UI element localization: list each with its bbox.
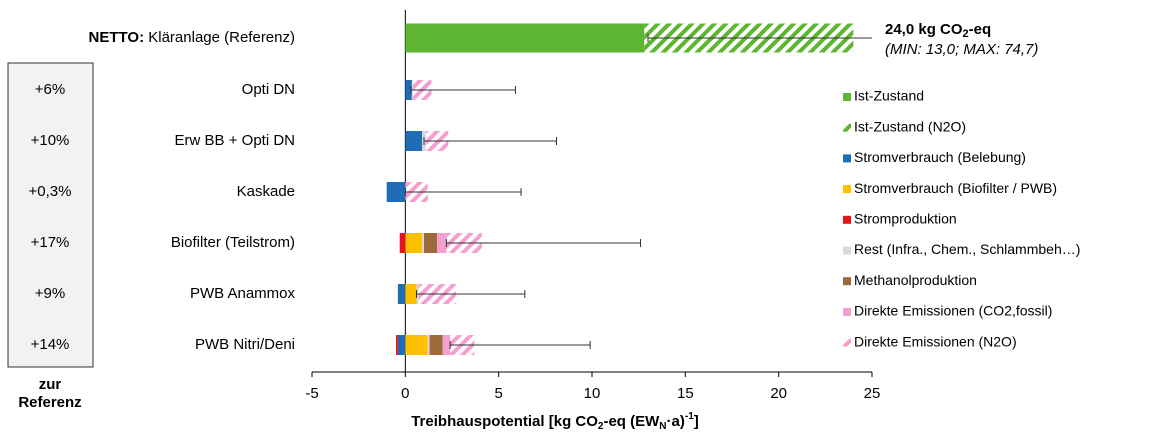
x-tick-label: 5 (494, 385, 502, 402)
legend-label: Rest (Infra., Chem., Schlammbeh…) (854, 241, 1080, 257)
bar-segment (442, 335, 451, 355)
x-tick-label: 10 (584, 385, 601, 402)
category-text: Kaskade (237, 183, 295, 200)
category-prefix: NETTO: (89, 29, 145, 46)
bar-segment (405, 23, 645, 53)
plot-area (386, 23, 872, 355)
legend-label: Stromverbrauch (Biofilter / PWB) (854, 180, 1057, 196)
bar-segment (405, 335, 428, 355)
bar-segment (427, 335, 430, 355)
x-tick-label: 0 (401, 385, 409, 402)
x-label-part: -eq (EW (603, 413, 660, 430)
total-annotation: 24,0 kg CO2-eq (885, 21, 991, 40)
x-label-part: -1 (685, 411, 694, 422)
relative-label: +0,3% (29, 183, 72, 200)
x-axis-label: Treibhauspotential [kg CO2-eq (EWN·a)-1] (411, 411, 699, 432)
legend-swatch (843, 123, 851, 132)
category-label: Biofilter (Teilstrom) (171, 234, 295, 251)
x-tick-label: -5 (305, 385, 318, 402)
legend-label: Direkte Emissionen (CO2,fossil) (854, 303, 1052, 319)
legend-label: Direkte Emissionen (N2O) (854, 333, 1017, 349)
bar-segment (424, 233, 438, 253)
category-label: PWB Nitri/Deni (195, 336, 295, 353)
legend-swatch (843, 246, 851, 255)
legend-swatch (843, 277, 851, 286)
legend-swatch (843, 154, 851, 163)
bar-segment (396, 335, 398, 355)
relative-caption: Referenz (18, 394, 81, 411)
category-label: PWB Anammox (190, 285, 296, 302)
bar-segment (405, 131, 423, 151)
x-tick-label: 20 (770, 385, 787, 402)
bar-segment (397, 335, 406, 355)
category-text: PWB Anammox (190, 285, 296, 302)
category-text: Erw BB + Opti DN (175, 132, 295, 149)
bar-segment (397, 284, 406, 304)
legend-label: Methanolproduktion (854, 272, 977, 288)
legend-label: Ist-Zustand (N2O) (854, 118, 966, 134)
category-text: PWB Nitri/Deni (195, 336, 295, 353)
legend-swatch (843, 215, 851, 224)
legend-swatch (843, 185, 851, 194)
relative-label: +10% (31, 132, 70, 149)
x-label-part: Treibhauspotential [kg CO (411, 413, 598, 430)
category-label: Erw BB + Opti DN (175, 132, 295, 149)
bar-segment (422, 233, 424, 253)
category-text: Opti DN (242, 81, 295, 98)
annotation-part: -eq (969, 21, 992, 38)
relative-caption: zur (39, 376, 62, 393)
bar-segment (386, 182, 406, 202)
legend-label: Ist-Zustand (854, 88, 924, 104)
bar-segment (405, 233, 423, 253)
legend-label: Stromproduktion (854, 211, 957, 227)
x-label-part: ·a) (667, 413, 685, 430)
category-text: Kläranlage (Referenz) (148, 29, 295, 46)
category-text: Biofilter (Teilstrom) (171, 234, 295, 251)
annotation-note: (MIN: 13,0; MAX: 74,7) (885, 41, 1038, 58)
x-label-part: ] (694, 413, 699, 430)
x-label-part: N (659, 421, 666, 432)
annotation-part: 2 (963, 28, 969, 40)
x-label-part: 2 (598, 421, 604, 432)
relative-label: +9% (35, 285, 65, 302)
relative-label: +17% (31, 234, 70, 251)
bar-segment (405, 80, 412, 100)
annotation-part: 24,0 kg CO (885, 21, 963, 38)
category-label: Kaskade (237, 183, 295, 200)
bar-segment (437, 233, 447, 253)
relative-label: +14% (31, 336, 70, 353)
category-label: Opti DN (242, 81, 295, 98)
x-tick-label: 15 (677, 385, 694, 402)
category-label: NETTO: Kläranlage (Referenz) (89, 29, 295, 46)
legend-swatch (843, 338, 851, 347)
bar-segment (405, 284, 417, 304)
x-tick-label: 25 (864, 385, 881, 402)
legend-swatch (843, 307, 851, 316)
legend-swatch (843, 93, 851, 101)
legend-label: Stromverbrauch (Belebung) (854, 149, 1026, 165)
relative-label: +6% (35, 81, 65, 98)
relative-box (7, 62, 94, 368)
bar-segment (399, 233, 406, 253)
bar-segment (429, 335, 443, 355)
